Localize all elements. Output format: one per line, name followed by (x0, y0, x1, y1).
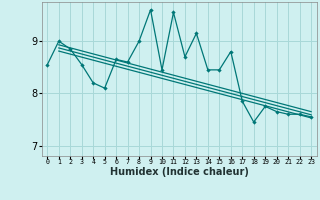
X-axis label: Humidex (Indice chaleur): Humidex (Indice chaleur) (110, 167, 249, 177)
